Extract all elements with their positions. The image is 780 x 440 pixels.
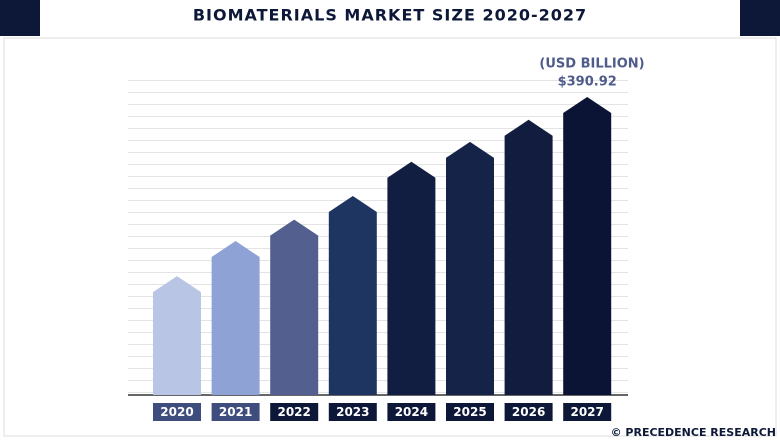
x-tick-label: 2021 xyxy=(219,405,252,419)
frame xyxy=(3,37,777,437)
header-tab xyxy=(40,0,740,36)
unit-annotation: (USD BILLION) xyxy=(539,57,644,72)
bar xyxy=(211,241,260,395)
bar xyxy=(387,161,436,395)
bar xyxy=(504,119,553,396)
category-box xyxy=(153,403,201,421)
bar xyxy=(153,276,201,395)
x-tick-label: 2025 xyxy=(453,405,486,419)
value-label: $390.92 xyxy=(558,75,617,90)
bar xyxy=(563,97,612,395)
category-box xyxy=(211,403,260,421)
category-box xyxy=(446,403,494,421)
footer: © PRECEDENCE RESEARCH xyxy=(611,426,776,439)
chart-title: BIOMATERIALS MARKET SIZE 2020-2027 xyxy=(193,6,587,25)
bar xyxy=(270,219,319,395)
x-tick-label: 2020 xyxy=(160,405,193,419)
category-box xyxy=(328,403,377,421)
x-tick-label: 2022 xyxy=(277,405,310,419)
bar xyxy=(328,196,377,395)
x-tick-label: 2024 xyxy=(395,405,428,419)
category-box xyxy=(563,403,612,421)
category-box xyxy=(504,403,553,421)
x-tick-label: 2026 xyxy=(512,405,545,419)
category-box xyxy=(270,403,319,421)
corner xyxy=(0,0,40,36)
bar xyxy=(446,141,494,395)
x-tick-label: 2027 xyxy=(570,405,603,419)
category-box xyxy=(387,403,436,421)
x-tick-label: 2023 xyxy=(336,405,369,419)
